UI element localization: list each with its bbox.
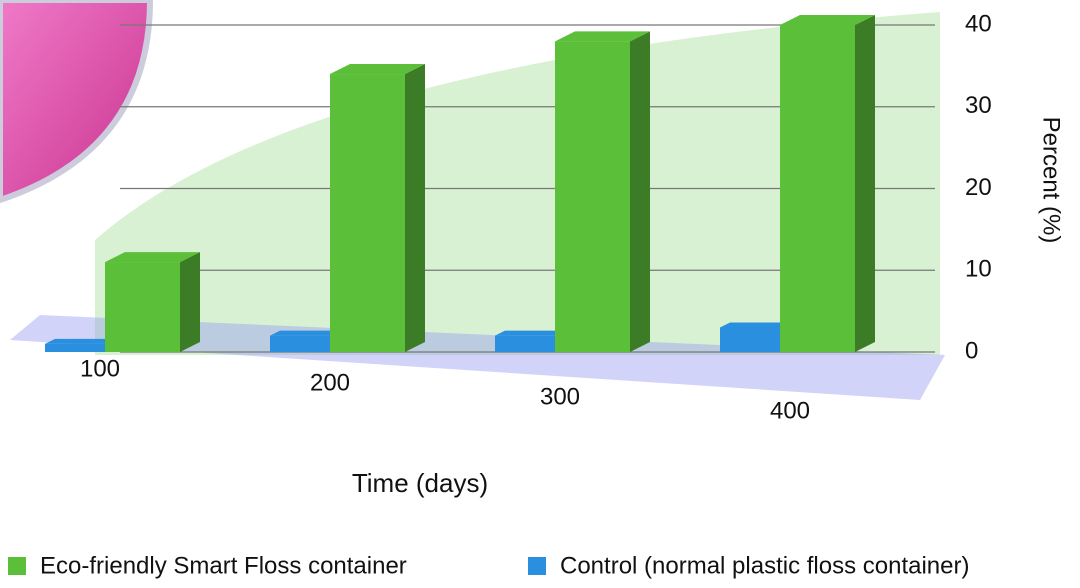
y-tick-label: 10 xyxy=(965,256,992,283)
bar-side xyxy=(855,15,875,352)
x-tick-label: 400 xyxy=(770,397,810,424)
bar-side xyxy=(180,252,200,352)
bar xyxy=(105,262,180,352)
bar xyxy=(555,41,630,352)
y-tick-label: 20 xyxy=(965,174,992,201)
legend-swatch xyxy=(8,557,26,575)
y-axis-title: Percent (%) xyxy=(1038,117,1065,244)
y-tick-label: 40 xyxy=(965,10,992,37)
legend-swatch xyxy=(528,557,546,575)
bar xyxy=(780,25,855,352)
legend-label: Eco-friendly Smart Floss container xyxy=(40,552,407,579)
x-tick-label: 100 xyxy=(80,355,120,382)
y-tick-label: 30 xyxy=(965,92,992,119)
x-axis-title: Time (days) xyxy=(352,468,488,498)
x-tick-label: 300 xyxy=(540,383,580,410)
decoration xyxy=(0,0,150,200)
y-tick-label: 0 xyxy=(965,337,978,364)
legend-label: Control (normal plastic floss container) xyxy=(560,552,970,579)
bar xyxy=(330,74,405,352)
bar-side xyxy=(405,64,425,352)
chart: Time (days) Percent (%) 0 10 20 30 40 100 200 3… xyxy=(0,0,1080,583)
bar-side xyxy=(630,31,650,352)
x-tick-label: 200 xyxy=(310,369,350,396)
